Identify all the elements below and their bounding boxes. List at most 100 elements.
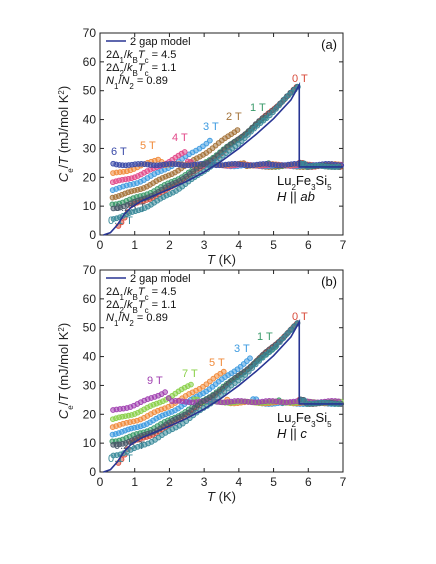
- x-tick-label: 4: [236, 475, 243, 489]
- x-tick-label: 7: [340, 238, 347, 252]
- legend-gap1: 2Δ1/kBTc = 4.5: [106, 49, 176, 65]
- data-point: [221, 388, 228, 395]
- panel-label: (a): [321, 37, 337, 52]
- plot-frame: [99, 269, 344, 473]
- y-tick-label: 70: [83, 263, 97, 277]
- data-point: [280, 335, 287, 341]
- legend-ratio: N1/N2 = 0.89: [106, 312, 168, 328]
- y-tick-label: 50: [83, 84, 97, 98]
- y-tick-label: 0: [89, 465, 96, 479]
- x-tick-label: 4: [236, 238, 243, 252]
- data-point: [252, 361, 259, 368]
- field-orientation: H || c: [277, 426, 307, 441]
- y-tick-label: 50: [83, 321, 97, 335]
- x-tick-label: 2: [166, 475, 173, 489]
- legend-ratio: N1/N2 = 0.89: [106, 75, 168, 91]
- series-label: 7 T: [182, 368, 198, 380]
- y-tick-label: 20: [83, 407, 97, 421]
- legend-gap2: 2Δ2/kBTc = 1.1: [106, 299, 176, 315]
- series-label: 4 T: [172, 132, 188, 144]
- data-point: [273, 106, 279, 112]
- sample-formula: Lu2Fe3Si5: [277, 410, 332, 429]
- y-tick-label: 20: [83, 170, 97, 184]
- series-label: 9 T: [147, 375, 163, 387]
- data-point: [188, 381, 194, 388]
- y-axis-label: Ce/T (mJ/mol K2): [56, 323, 75, 419]
- data-point: [238, 375, 245, 381]
- series-label: 3 T: [203, 121, 219, 133]
- panel-label: (b): [321, 274, 337, 289]
- data-point: [270, 346, 276, 352]
- x-tick-label: 1: [131, 238, 138, 252]
- data-point: [284, 331, 290, 338]
- x-tick-label: 3: [201, 238, 208, 252]
- series-label: 0 T: [292, 311, 308, 323]
- series-9T: [110, 389, 342, 413]
- data-point: [234, 127, 241, 133]
- data-point: [279, 98, 286, 105]
- legend-gap2: 2Δ2/kBTc = 1.1: [106, 62, 176, 78]
- x-tick-label: 0: [97, 238, 104, 252]
- y-tick-label: 60: [83, 55, 97, 69]
- x-tick-label: 1: [131, 475, 138, 489]
- series-label: 1 T: [257, 331, 273, 343]
- series-label: 2 T: [226, 111, 242, 123]
- data-point: [162, 389, 168, 395]
- legend-label: 2 gap model: [130, 36, 191, 48]
- series-label: 3 T: [234, 343, 250, 355]
- x-tick-label: 5: [270, 475, 277, 489]
- sample-formula: Lu2Fe3Si5: [277, 173, 332, 192]
- data-point: [276, 102, 282, 109]
- series-label: 5 T: [209, 357, 225, 369]
- model-line: [103, 318, 343, 473]
- series-0p1T: [110, 320, 342, 459]
- data-point: [218, 392, 224, 398]
- series-label: 0 T: [292, 73, 308, 85]
- x-tick-label: 0: [97, 475, 104, 489]
- series-label: 1 T: [250, 102, 266, 114]
- y-tick-label: 10: [83, 199, 97, 213]
- y-tick-label: 30: [83, 378, 97, 392]
- data-point: [266, 349, 273, 355]
- x-tick-label: 6: [305, 475, 312, 489]
- data-point: [270, 109, 276, 116]
- x-tick-label: 2: [166, 238, 173, 252]
- y-tick-label: 70: [83, 26, 97, 40]
- y-tick-label: 40: [83, 113, 97, 127]
- series-0p25T: [110, 320, 345, 448]
- x-tick-label: 5: [270, 238, 277, 252]
- data-point: [242, 372, 249, 378]
- data-point: [301, 397, 308, 404]
- data-point: [277, 339, 283, 345]
- plot-frame: [99, 32, 344, 236]
- legend-label: 2 gap model: [130, 273, 191, 285]
- data-point: [273, 342, 280, 349]
- data-point: [181, 149, 188, 155]
- y-tick-label: 30: [83, 141, 97, 155]
- y-tick-label: 10: [83, 436, 97, 450]
- x-axis-label: T (K): [207, 252, 236, 267]
- data-point: [203, 140, 210, 147]
- data-point: [245, 368, 252, 375]
- data-point: [165, 395, 172, 401]
- data-point: [220, 368, 227, 375]
- field-orientation: H || ab: [277, 189, 315, 204]
- y-tick-label: 40: [83, 350, 97, 364]
- x-axis-label: T (K): [207, 489, 236, 504]
- y-tick-label: 0: [89, 228, 96, 242]
- data-point: [249, 365, 256, 371]
- y-tick-label: 60: [83, 292, 97, 306]
- x-tick-label: 3: [201, 475, 208, 489]
- x-tick-label: 7: [340, 475, 347, 489]
- data-point: [207, 137, 213, 144]
- x-tick-label: 6: [305, 238, 312, 252]
- series-label: 0.1 T: [108, 453, 133, 465]
- legend-gap1: 2Δ1/kBTc = 4.5: [106, 286, 176, 302]
- data-point: [287, 327, 294, 334]
- series-label: 5 T: [140, 140, 156, 152]
- data-point: [256, 358, 263, 364]
- data-point: [247, 355, 253, 362]
